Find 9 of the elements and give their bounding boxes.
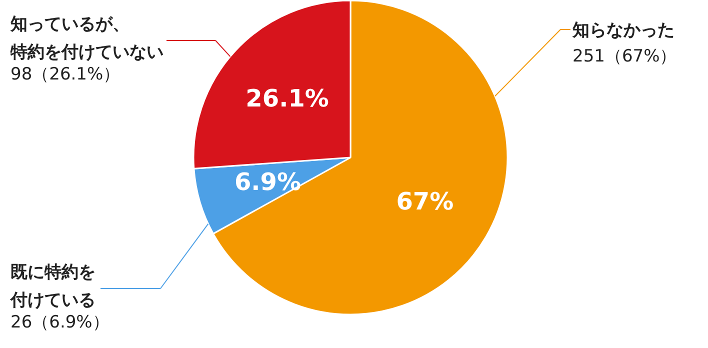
text: 6.9% (234, 168, 302, 196)
data-label: 251（67%） (572, 46, 677, 66)
slice-label: 知らなかった (572, 20, 674, 40)
data-label: 26（6.9%） (10, 312, 110, 332)
legend-label: 既に特約を付けている (10, 262, 96, 310)
data-label: 98（26.1%） (10, 64, 120, 84)
text: 67% (396, 187, 454, 216)
text: 26.1% (246, 84, 329, 113)
slice-label: 知っているが、特約を付けていない (10, 14, 164, 62)
